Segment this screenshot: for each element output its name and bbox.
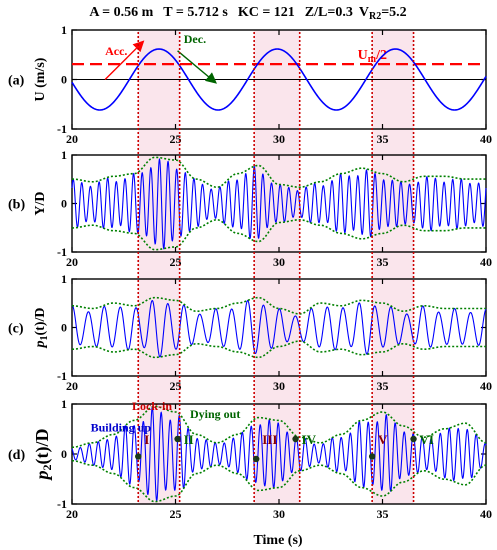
y-tick-label: 1 [61,23,67,37]
x-tick-label: 20 [66,255,78,269]
stage-dot-VI [410,435,417,443]
y-tick-label: -1 [57,245,67,259]
title-vr: V [359,5,369,20]
y-tick-label: 1 [61,148,67,162]
y-tick-label: 0 [61,197,67,211]
shaded-band-2 [254,30,300,504]
stage-label-I: I [144,432,149,447]
stage-label-III: III [262,432,277,447]
stage-dot-V [368,453,376,460]
response-series [71,406,487,502]
x-tick-label: 35 [377,379,389,393]
lower-envelope [71,340,486,359]
shaded-band-1 [138,30,180,504]
panel-label: (b) [8,198,25,213]
lower-envelope [71,459,487,503]
x-tick-label: 30 [273,255,285,269]
x-tick-label: 40 [480,379,492,393]
response-series [71,158,487,250]
x-tick-label: 20 [66,132,78,146]
stage-label-II: II [184,432,194,447]
y-label-main: p [33,341,48,349]
panel-1: (a) U (m/s) -1 0 1 20 25 30 35 40 Um/2 Acc. Dec. [8,23,492,146]
dec-arrow [177,50,217,84]
y-tick-label: 1 [61,272,67,286]
annotation-lock-in: Lock-in [132,399,172,413]
x-tick-label: 40 [480,255,492,269]
x-axis-label: Time (s) [253,533,302,548]
response-series [71,299,487,358]
stage-label-VI: VI [420,432,434,447]
title-zl: Z/L=0.3 [305,5,353,20]
y-tick-label: 1 [61,397,67,411]
acc-arrow [104,40,145,80]
y-tick-label: 0 [61,73,67,87]
x-tick-label: 35 [377,507,389,521]
annotation-dying-out: Dying out [190,407,240,421]
x-tick-label: 40 [480,132,492,146]
stage-dot-IV [292,435,299,443]
panel-4: (d) p2(t)/D -1 0 1 20 25 30 35 40 [8,397,492,521]
vertical-marker-lines [137,32,415,504]
upper-envelope [71,405,487,449]
acc-label: Acc. [105,44,127,58]
annotation-building-up: Building up [91,421,152,435]
x-tick-label: 40 [480,507,492,521]
figure-title: A = 0.56 m T = 5.712 s KC = 121 Z/L=0.3 VR2=… [89,5,406,22]
y-tick-label: 0 [61,447,67,461]
x-tick-label: 30 [273,379,285,393]
x-tick-label: 35 [377,132,389,146]
y-axis-label: Y/D [33,191,48,215]
dec-label: Dec. [184,32,206,46]
x-tick-label: 35 [377,255,389,269]
x-tick-label: 20 [66,379,78,393]
y-label-tail: (t)/D [33,308,48,336]
y-axis-label: U (m/s) [33,57,48,101]
x-tick-label: 25 [170,132,182,146]
panel-label: (a) [8,74,25,89]
shaded-bands [138,30,414,504]
stage-label-IV: IV [302,432,317,447]
title-vr-sub: R2 [369,11,381,22]
velocity-series [71,48,487,111]
x-tick-label: 20 [66,507,78,521]
panel-2: (b) Y/D -1 0 1 20 25 30 35 40 [8,148,492,269]
x-tick-label: 30 [273,507,285,521]
y-tick-label: -1 [57,122,67,136]
y-label-sub: 2 [40,464,54,470]
title-period: T = 5.712 s [163,5,228,20]
title-amplitude: A = 0.56 m [89,5,153,20]
title-kc: KC = 121 [238,5,295,20]
y-label-tail: (t)/D [32,429,53,465]
x-tick-label: 30 [273,132,285,146]
x-tick-label: 25 [170,507,182,521]
title-vr-value: =5.2 [381,5,406,20]
x-tick-label: 25 [170,255,182,269]
y-tick-label: 0 [61,321,67,335]
y-axis-label: p2(t)/D [32,429,54,482]
stage-dot-II [174,435,181,443]
stage-label-V: V [378,432,388,447]
panel-label: (c) [8,322,24,337]
upper-envelope [71,156,486,189]
y-tick-label: -1 [57,497,67,511]
um-half-label: Um/2 [358,48,387,65]
stage-dot-I [135,453,142,460]
stage-dot-III [253,455,260,463]
y-label-sub: 1 [39,336,50,341]
y-label-main: p [32,470,52,481]
y-tick-label: -1 [57,369,67,383]
y-axis-label: p1(t)/D [33,308,50,349]
panel-label: (d) [8,448,25,463]
lower-envelope [71,218,486,251]
shaded-band-3 [372,30,414,504]
upper-envelope [71,296,486,315]
x-tick-label: 25 [170,379,182,393]
